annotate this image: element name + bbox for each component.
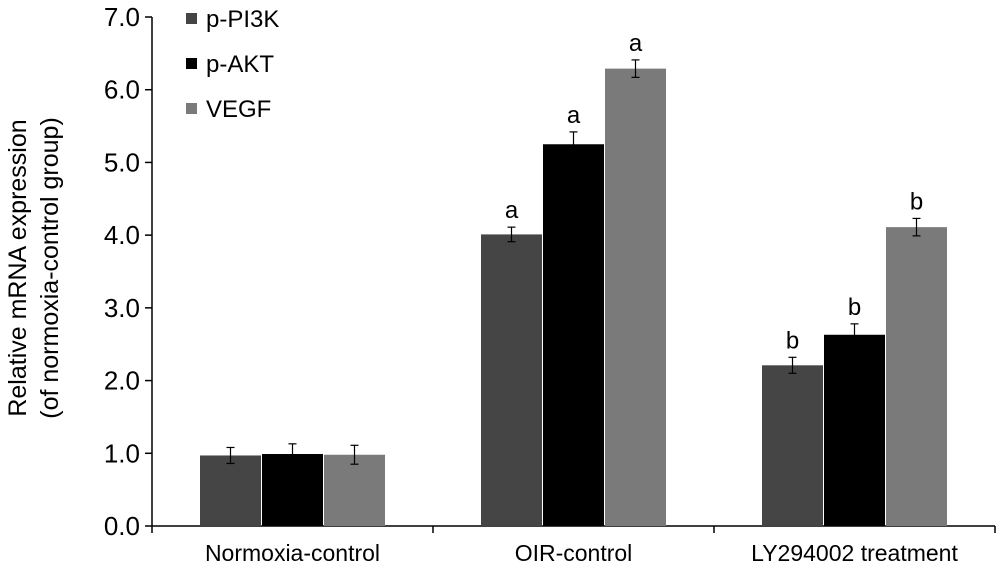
- y-axis-title-line2: (of normoxia-control group): [36, 117, 64, 419]
- significance-label: a: [629, 30, 643, 57]
- significance-label: b: [910, 188, 923, 215]
- axes: 0.0 1.0 2.0 3.0 4.0 5.0 6.0 7.0 Normoxia-control…: [104, 2, 996, 566]
- x-category-label: LY294002 treatment: [751, 540, 958, 566]
- y-tick-label: 1.0: [104, 438, 140, 468]
- y-tick-label: 2.0: [104, 366, 140, 396]
- legend-swatch: [186, 103, 197, 114]
- bar: [481, 234, 542, 526]
- bar: [762, 365, 823, 526]
- bar: [262, 454, 323, 526]
- bars-group: a a a b b b: [200, 30, 947, 527]
- y-tick-label: 7.0: [104, 2, 140, 32]
- significance-label: a: [567, 102, 581, 129]
- x-category-label: Normoxia-control: [205, 540, 380, 566]
- y-axis-title-line1: Relative mRNA expression: [4, 119, 32, 416]
- significance-label: b: [848, 294, 861, 321]
- y-tick-label: 5.0: [104, 147, 140, 177]
- legend-label: p-PI3K: [206, 6, 279, 33]
- y-tick-label: 3.0: [104, 293, 140, 323]
- bar: [824, 334, 885, 526]
- bar: [324, 454, 385, 526]
- legend-label: VEGF: [206, 96, 271, 123]
- y-tick-label: 4.0: [104, 220, 140, 250]
- legend-label: p-AKT: [206, 51, 274, 78]
- legend: p-PI3K p-AKT VEGF: [186, 6, 279, 123]
- significance-label: a: [505, 197, 519, 224]
- significance-label: b: [786, 327, 799, 354]
- bar: [886, 227, 947, 526]
- y-tick-label: 0.0: [104, 511, 140, 541]
- bar: [605, 68, 666, 527]
- legend-swatch: [186, 58, 197, 69]
- y-tick-label: 6.0: [104, 75, 140, 105]
- bar: [200, 455, 261, 526]
- bar: [543, 144, 604, 526]
- legend-swatch: [186, 13, 197, 24]
- x-category-label: OIR-control: [515, 540, 633, 566]
